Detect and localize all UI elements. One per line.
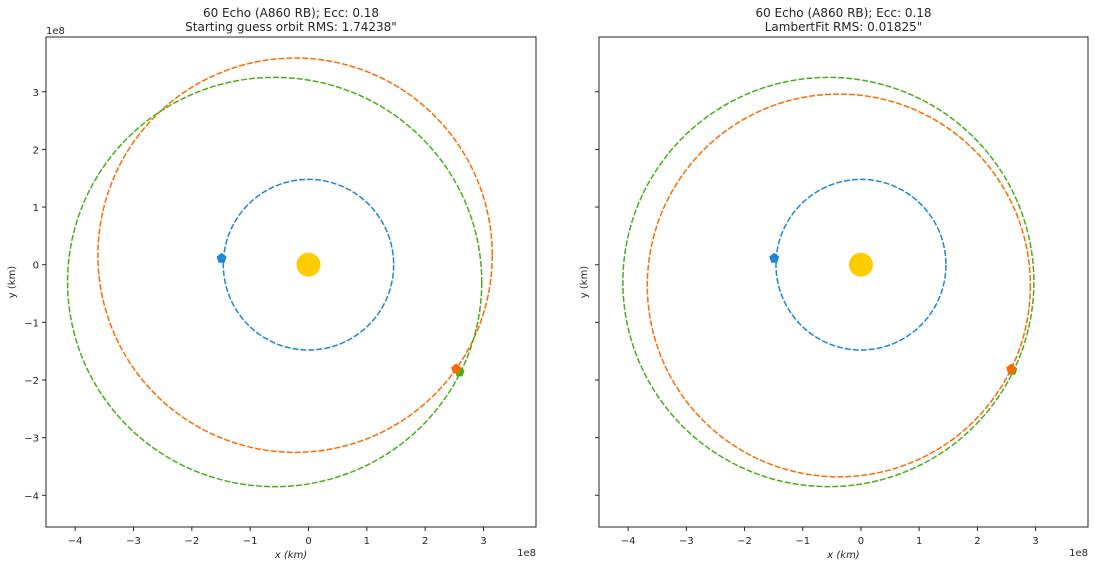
x-tick-label: 2 — [974, 536, 980, 547]
x-axis-label: x (km) — [826, 550, 859, 561]
x-offset-label: 1e8 — [1069, 548, 1088, 559]
true-orbit — [622, 76, 1035, 488]
chart-title-line2: Starting guess orbit RMS: 1.74238" — [185, 20, 397, 34]
y-axis-label: y (km) — [7, 266, 18, 299]
axes-frame — [45, 36, 537, 528]
true-orbit — [66, 76, 483, 488]
x-tick-label: 0 — [305, 536, 311, 547]
x-tick-label: −3 — [679, 536, 694, 547]
x-tick-label: 2 — [422, 536, 428, 547]
y-tick-label: 3 — [33, 88, 39, 99]
y-tick-label: −4 — [24, 491, 39, 502]
x-tick-label: −3 — [126, 536, 141, 547]
axes-frame — [598, 36, 1089, 528]
x-tick-label: 1 — [916, 536, 922, 547]
fitted-orbit — [97, 57, 494, 454]
y-tick-label: −1 — [24, 318, 39, 329]
y-tick-label: −3 — [24, 434, 39, 445]
x-tick-label: 3 — [1032, 536, 1038, 547]
plot-area — [622, 76, 1035, 488]
y-offset-label: 1e8 — [46, 26, 65, 37]
y-tick-label: 0 — [33, 261, 39, 272]
plot-area — [66, 57, 494, 488]
x-tick-label: −1 — [243, 536, 258, 547]
x-tick-label: 1 — [364, 536, 370, 547]
x-axis-label: x (km) — [274, 550, 307, 561]
x-tick-label: 0 — [858, 536, 864, 547]
chart-title-line1: 60 Echo (A860 RB); Ecc: 0.18 — [203, 6, 379, 20]
fitted-position-marker — [1006, 363, 1017, 374]
chart-title-line2: LambertFit RMS: 0.01825" — [765, 20, 923, 34]
y-tick-label: −2 — [24, 376, 39, 387]
x-offset-label: 1e8 — [517, 548, 536, 559]
x-tick-label: −4 — [621, 536, 636, 547]
earth-marker — [216, 252, 227, 263]
earth-orbit — [775, 178, 947, 351]
earth-marker — [769, 252, 780, 263]
earth-orbit — [222, 178, 395, 351]
chart-title-line1: 60 Echo (A860 RB); Ecc: 0.18 — [755, 6, 931, 20]
x-tick-label: −4 — [68, 536, 83, 547]
sun-marker — [848, 252, 873, 277]
y-axis-label: y (km) — [579, 266, 590, 299]
x-tick-label: −2 — [184, 536, 199, 547]
fitted-position-marker — [451, 363, 462, 374]
x-tick-label: −1 — [795, 536, 810, 547]
sun-marker — [296, 252, 321, 277]
x-tick-label: 3 — [480, 536, 486, 547]
y-tick-label: 2 — [33, 145, 39, 156]
x-tick-label: −2 — [737, 536, 752, 547]
y-tick-label: 1 — [33, 203, 39, 214]
fitted-orbit — [646, 93, 1032, 478]
